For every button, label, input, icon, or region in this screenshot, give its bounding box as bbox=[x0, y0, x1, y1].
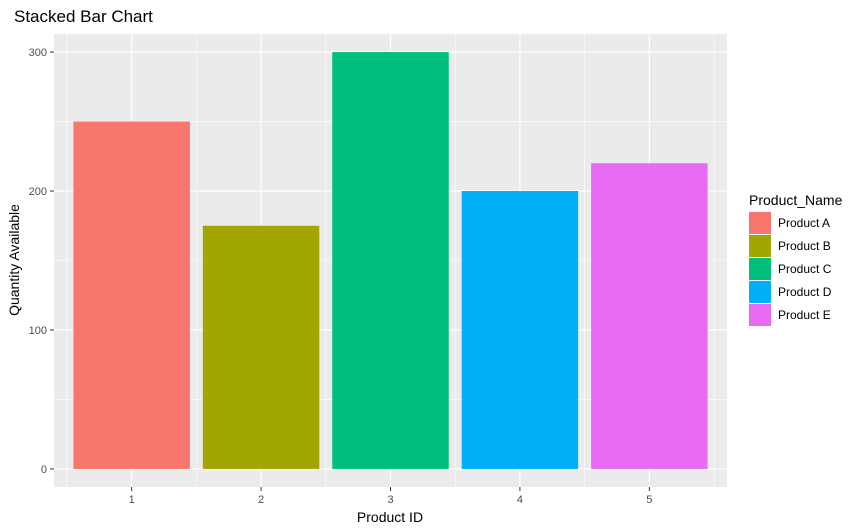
x-axis: 1 2 3 4 5 bbox=[129, 487, 652, 506]
y-axis: 0 100 200 300 bbox=[29, 47, 54, 476]
legend-label: Product E bbox=[778, 308, 831, 322]
legend-key bbox=[749, 235, 771, 257]
bar-product-a bbox=[73, 121, 190, 469]
legend-key bbox=[749, 281, 771, 303]
x-tick-label: 1 bbox=[129, 494, 135, 506]
bars-group bbox=[73, 52, 708, 469]
y-tick-label: 100 bbox=[29, 325, 47, 337]
legend-label: Product A bbox=[778, 216, 830, 230]
x-tick-label: 4 bbox=[517, 494, 523, 506]
legend-label: Product D bbox=[778, 285, 832, 299]
x-tick-label: 2 bbox=[258, 494, 264, 506]
y-axis-title: Quantity Available bbox=[6, 204, 22, 316]
bar-product-d bbox=[461, 191, 579, 469]
legend-key bbox=[749, 258, 771, 280]
legend-key bbox=[749, 304, 771, 326]
x-tick-label: 5 bbox=[646, 494, 652, 506]
legend-label: Product C bbox=[778, 262, 832, 276]
legend-title: Product_Name bbox=[749, 192, 843, 208]
legend: Product_Name Product A Product B Product C… bbox=[749, 192, 843, 326]
x-axis-title: Product ID bbox=[357, 509, 423, 525]
y-tick-label: 300 bbox=[29, 47, 47, 59]
legend-label: Product B bbox=[778, 239, 831, 253]
y-tick-label: 200 bbox=[29, 186, 47, 198]
chart-title: Stacked Bar Chart bbox=[14, 7, 153, 26]
x-tick-label: 3 bbox=[387, 494, 393, 506]
legend-key bbox=[749, 212, 771, 234]
bar-product-b bbox=[202, 225, 320, 469]
bar-product-e bbox=[591, 163, 708, 469]
y-tick-label: 0 bbox=[41, 464, 47, 476]
bar-product-c bbox=[332, 52, 449, 469]
